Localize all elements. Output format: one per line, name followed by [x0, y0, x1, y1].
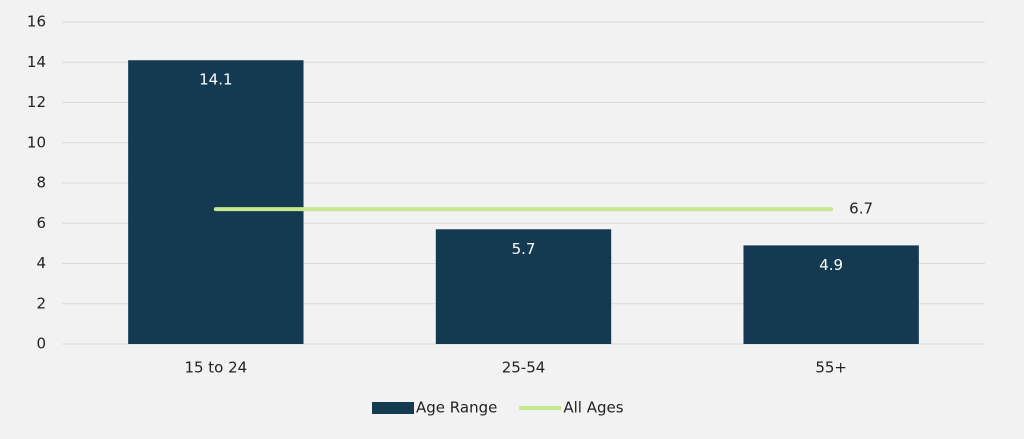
y-tick-label: 6 [36, 214, 46, 232]
x-tick-label: 25-54 [502, 359, 546, 377]
data-label: 4.9 [819, 256, 843, 274]
y-tick-label: 8 [36, 174, 46, 192]
bar [435, 229, 612, 344]
y-tick-label: 12 [27, 93, 46, 111]
data-label: 14.1 [199, 71, 232, 89]
x-tick-label: 55+ [815, 359, 847, 377]
legend-swatch [372, 402, 414, 414]
bar [128, 60, 304, 345]
x-tick-label: 15 to 24 [184, 359, 247, 377]
legend-label: All Ages [563, 399, 623, 417]
bar [743, 245, 919, 344]
y-tick-label: 14 [27, 53, 46, 71]
y-tick-label: 10 [27, 133, 46, 151]
y-tick-label: 2 [36, 294, 46, 312]
y-tick-label: 0 [36, 335, 46, 353]
data-label: 6.7 [849, 200, 873, 218]
y-tick-label: 16 [27, 13, 46, 31]
y-tick-label: 4 [36, 254, 46, 272]
legend-label: Age Range [416, 399, 497, 417]
data-label: 5.7 [512, 240, 536, 258]
